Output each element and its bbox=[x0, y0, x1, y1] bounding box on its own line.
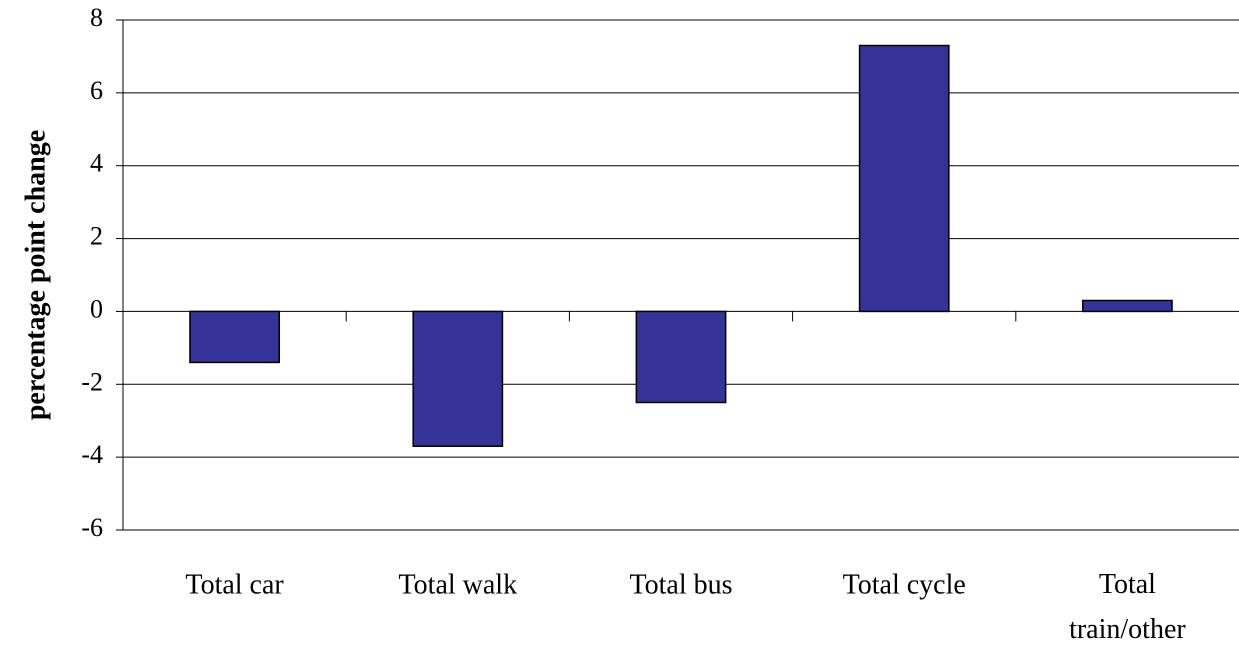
bar bbox=[635, 310, 727, 404]
x-tick-label: Total walk bbox=[399, 569, 518, 600]
x-tick-label: Total car bbox=[185, 569, 284, 600]
x-tick-label: Total bus bbox=[629, 569, 732, 600]
bar bbox=[189, 310, 280, 364]
y-tick-label: -4 bbox=[81, 440, 103, 469]
y-tick-label: 8 bbox=[90, 3, 103, 32]
y-tick-label: 2 bbox=[90, 222, 103, 251]
x-tick-label: Total cycle bbox=[843, 569, 966, 600]
y-axis-label: percentage point change bbox=[20, 130, 51, 420]
y-tick-label: 6 bbox=[90, 76, 103, 105]
bar bbox=[1082, 299, 1173, 313]
x-tick-label: Total train/other bbox=[1069, 569, 1186, 645]
y-tick-label: 4 bbox=[90, 149, 103, 178]
bar bbox=[858, 44, 950, 313]
y-tick-label: 0 bbox=[90, 294, 103, 323]
y-tick-label: -2 bbox=[81, 367, 103, 396]
y-tick-label: -6 bbox=[81, 513, 103, 542]
bar bbox=[412, 310, 504, 447]
